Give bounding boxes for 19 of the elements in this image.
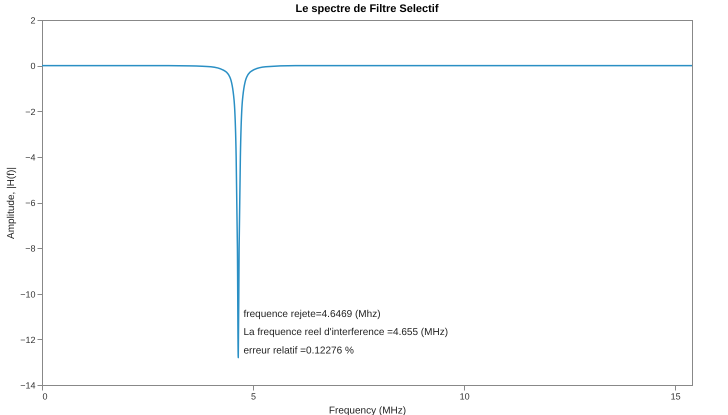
annotation: frequence rejete=4.6469 (Mhz) (244, 308, 381, 320)
x-tick-label: 0 (42, 392, 48, 402)
x-tick-label: 10 (460, 392, 470, 402)
y-tick-label: −12 (20, 334, 36, 345)
annotation: erreur relatif =0.12276 % (244, 345, 354, 356)
y-tick-label: 2 (30, 16, 36, 26)
y-tick-label: 0 (30, 61, 36, 72)
chart-title: Le spectre de Filtre Selectif (295, 3, 439, 15)
y-axis-title: Amplitude, |H(f)| (6, 167, 18, 239)
x-tick-label: 15 (670, 392, 681, 402)
y-tick-label: −2 (25, 106, 36, 117)
annotation: La frequence reel d'interference =4.655 (MHz) (244, 327, 448, 338)
y-tick-label: −14 (20, 380, 36, 390)
y-tick-label: −6 (25, 198, 36, 208)
y-tick-label: −10 (20, 289, 36, 300)
line-series (41, 64, 693, 358)
x-tick-label: 5 (251, 392, 256, 402)
y-tick-label: −8 (25, 244, 36, 254)
y-tick-label: −4 (25, 152, 36, 162)
